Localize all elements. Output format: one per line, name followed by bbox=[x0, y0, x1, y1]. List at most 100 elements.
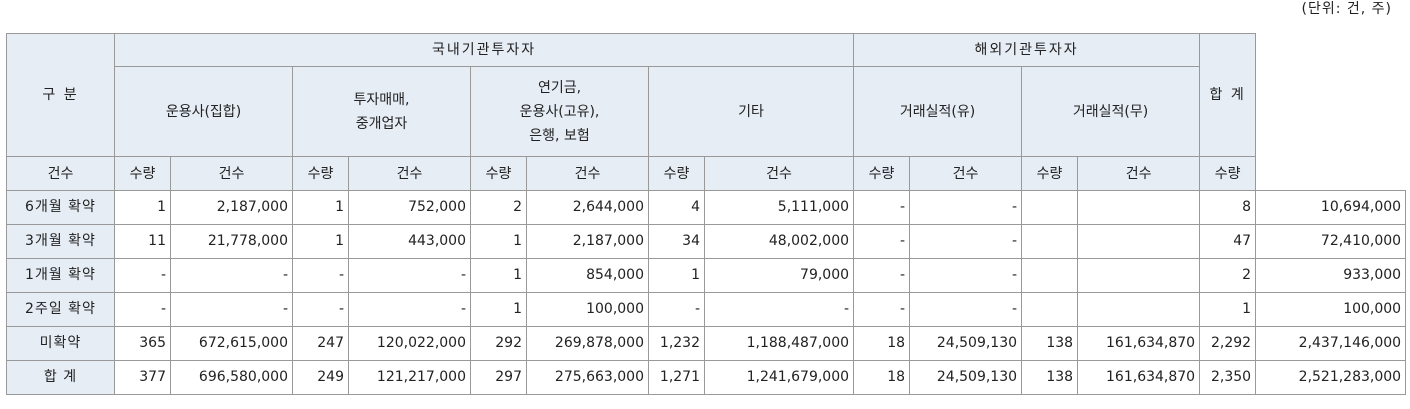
group-header-line: 기타 bbox=[738, 103, 764, 120]
quantity-cell: 2,437,146,000 bbox=[1255, 326, 1407, 361]
count-header: 건수 bbox=[703, 156, 855, 191]
quantity-cell: - bbox=[909, 190, 1023, 225]
quantity-cell bbox=[1077, 224, 1201, 259]
quantity-cell: 1,188,487,000 bbox=[703, 326, 855, 361]
count-cell: 297 bbox=[470, 360, 527, 395]
count-cell: 34 bbox=[648, 224, 705, 259]
quantity-cell: 10,694,000 bbox=[1255, 190, 1407, 225]
row-label: 2주일 확약 bbox=[6, 292, 115, 327]
quantity-cell: 100,000 bbox=[526, 292, 649, 327]
count-cell: 18 bbox=[853, 360, 911, 395]
unit-note: (단위: 건, 주) bbox=[1301, 1, 1392, 17]
group-header-other: 기타 bbox=[647, 66, 855, 157]
quantity-cell: - bbox=[348, 292, 471, 327]
quantity-cell: 2,187,000 bbox=[170, 190, 293, 225]
quantity-cell bbox=[1077, 190, 1201, 225]
foreign-header: 해외기관투자자 bbox=[853, 33, 1201, 67]
quantity-cell: 933,000 bbox=[1255, 258, 1407, 293]
quantity-cell: 2,187,000 bbox=[526, 224, 649, 259]
count-cell: 1 bbox=[470, 292, 527, 327]
count-cell: 2 bbox=[470, 190, 527, 225]
quantity-cell: 2,644,000 bbox=[526, 190, 649, 225]
count-cell: - bbox=[853, 292, 911, 327]
count-cell: 2,292 bbox=[1199, 326, 1257, 361]
row-label: 3개월 확약 bbox=[6, 224, 115, 259]
row-label: 합 계 bbox=[6, 360, 115, 395]
quantity-cell bbox=[1077, 292, 1201, 327]
count-cell: 1 bbox=[114, 190, 171, 225]
quantity-header: 수량 bbox=[648, 156, 705, 191]
group-header-line: 투자매매, bbox=[353, 91, 410, 108]
count-cell: - bbox=[853, 258, 911, 293]
count-cell: 138 bbox=[1021, 326, 1079, 361]
count-cell: - bbox=[853, 190, 911, 225]
quantity-cell: 752,000 bbox=[348, 190, 471, 225]
row-label: 1개월 확약 bbox=[6, 258, 115, 293]
group-header-line: 운용사(고유), bbox=[519, 103, 600, 120]
count-cell bbox=[1021, 224, 1079, 259]
count-cell: 377 bbox=[114, 360, 171, 395]
quantity-header: 수량 bbox=[292, 156, 349, 191]
quantity-cell: 161,634,870 bbox=[1077, 326, 1201, 361]
quantity-cell: - bbox=[348, 258, 471, 293]
count-cell: 1,271 bbox=[648, 360, 705, 395]
count-cell: 292 bbox=[470, 326, 527, 361]
count-cell: - bbox=[292, 292, 349, 327]
count-header: 건수 bbox=[526, 156, 649, 191]
count-cell: 247 bbox=[292, 326, 349, 361]
group-header-line: 중개업자 bbox=[355, 115, 408, 132]
group-header-pension: 연기금, 운용사(고유), 은행, 보험 bbox=[470, 66, 649, 157]
total-header: 합 계 bbox=[1199, 33, 1257, 157]
count-cell: 1 bbox=[292, 224, 349, 259]
group-header-line: 연기금, bbox=[537, 79, 582, 96]
quantity-cell: 79,000 bbox=[703, 258, 855, 293]
domestic-header: 국내기관투자자 bbox=[113, 33, 855, 67]
quantity-cell: - bbox=[909, 224, 1023, 259]
quantity-cell: 24,509,130 bbox=[909, 360, 1023, 395]
group-header-line: 은행, 보험 bbox=[529, 127, 590, 144]
quantity-cell: 72,410,000 bbox=[1255, 224, 1407, 259]
row-label: 6개월 확약 bbox=[6, 190, 115, 225]
quantity-cell: 672,615,000 bbox=[170, 326, 293, 361]
count-cell bbox=[1021, 190, 1079, 225]
count-cell: 18 bbox=[853, 326, 911, 361]
count-cell: 2 bbox=[1199, 258, 1257, 293]
quantity-cell: 121,217,000 bbox=[348, 360, 471, 395]
quantity-cell: 5,111,000 bbox=[703, 190, 855, 225]
table-row: 1개월 확약 - - - -1 854,000 1 79,000- -2 933,000 bbox=[6, 258, 1407, 293]
group-header-foreign-without-record: 거래실적(무) bbox=[1021, 66, 1201, 157]
allocation-table: 구 분 국내기관투자자 해외기관투자자 합 계 운용사(집합) 투자매매, 중개… bbox=[6, 33, 1407, 395]
quantity-cell: 696,580,000 bbox=[170, 360, 293, 395]
quantity-cell: - bbox=[909, 258, 1023, 293]
quantity-cell: - bbox=[909, 292, 1023, 327]
category-header: 구 분 bbox=[6, 33, 115, 157]
quantity-cell: 443,000 bbox=[348, 224, 471, 259]
table-row: 2주일 확약 - - - -1 100,000- - - -1 100,000 bbox=[6, 292, 1407, 327]
quantity-cell: - bbox=[703, 292, 855, 327]
count-cell: 2,350 bbox=[1199, 360, 1257, 395]
count-header: 건수 bbox=[348, 156, 471, 191]
quantity-header: 수량 bbox=[853, 156, 911, 191]
quantity-cell: 21,778,000 bbox=[170, 224, 293, 259]
table-row: 합 계 377 696,580,000 249 121,217,000 297 275,66… bbox=[6, 360, 1407, 395]
count-cell: 1,232 bbox=[648, 326, 705, 361]
quantity-header: 수량 bbox=[114, 156, 171, 191]
quantity-cell: 24,509,130 bbox=[909, 326, 1023, 361]
group-header-asset-manager: 운용사(집합) bbox=[114, 66, 293, 157]
count-header: 건수 bbox=[170, 156, 293, 191]
quantity-cell: - bbox=[170, 258, 293, 293]
quantity-header: 수량 bbox=[1199, 156, 1257, 191]
count-cell: - bbox=[114, 258, 171, 293]
table-row: 6개월 확약 1 2,187,000 1 752,000 2 2,644,000 4 5,111… bbox=[6, 190, 1407, 225]
quantity-header: 수량 bbox=[470, 156, 527, 191]
count-cell: 1 bbox=[1199, 292, 1257, 327]
count-cell: 1 bbox=[470, 258, 527, 293]
count-cell: - bbox=[292, 258, 349, 293]
count-header: 건수 bbox=[909, 156, 1023, 191]
count-cell: 1 bbox=[648, 258, 705, 293]
count-cell: 365 bbox=[114, 326, 171, 361]
group-header-line: 거래실적(유) bbox=[899, 103, 976, 120]
group-header-broker: 투자매매, 중개업자 bbox=[292, 66, 471, 157]
count-cell: 1 bbox=[470, 224, 527, 259]
table-row: 3개월 확약 11 21,778,000 1 443,000 1 2,187,000 34 48… bbox=[6, 224, 1407, 259]
